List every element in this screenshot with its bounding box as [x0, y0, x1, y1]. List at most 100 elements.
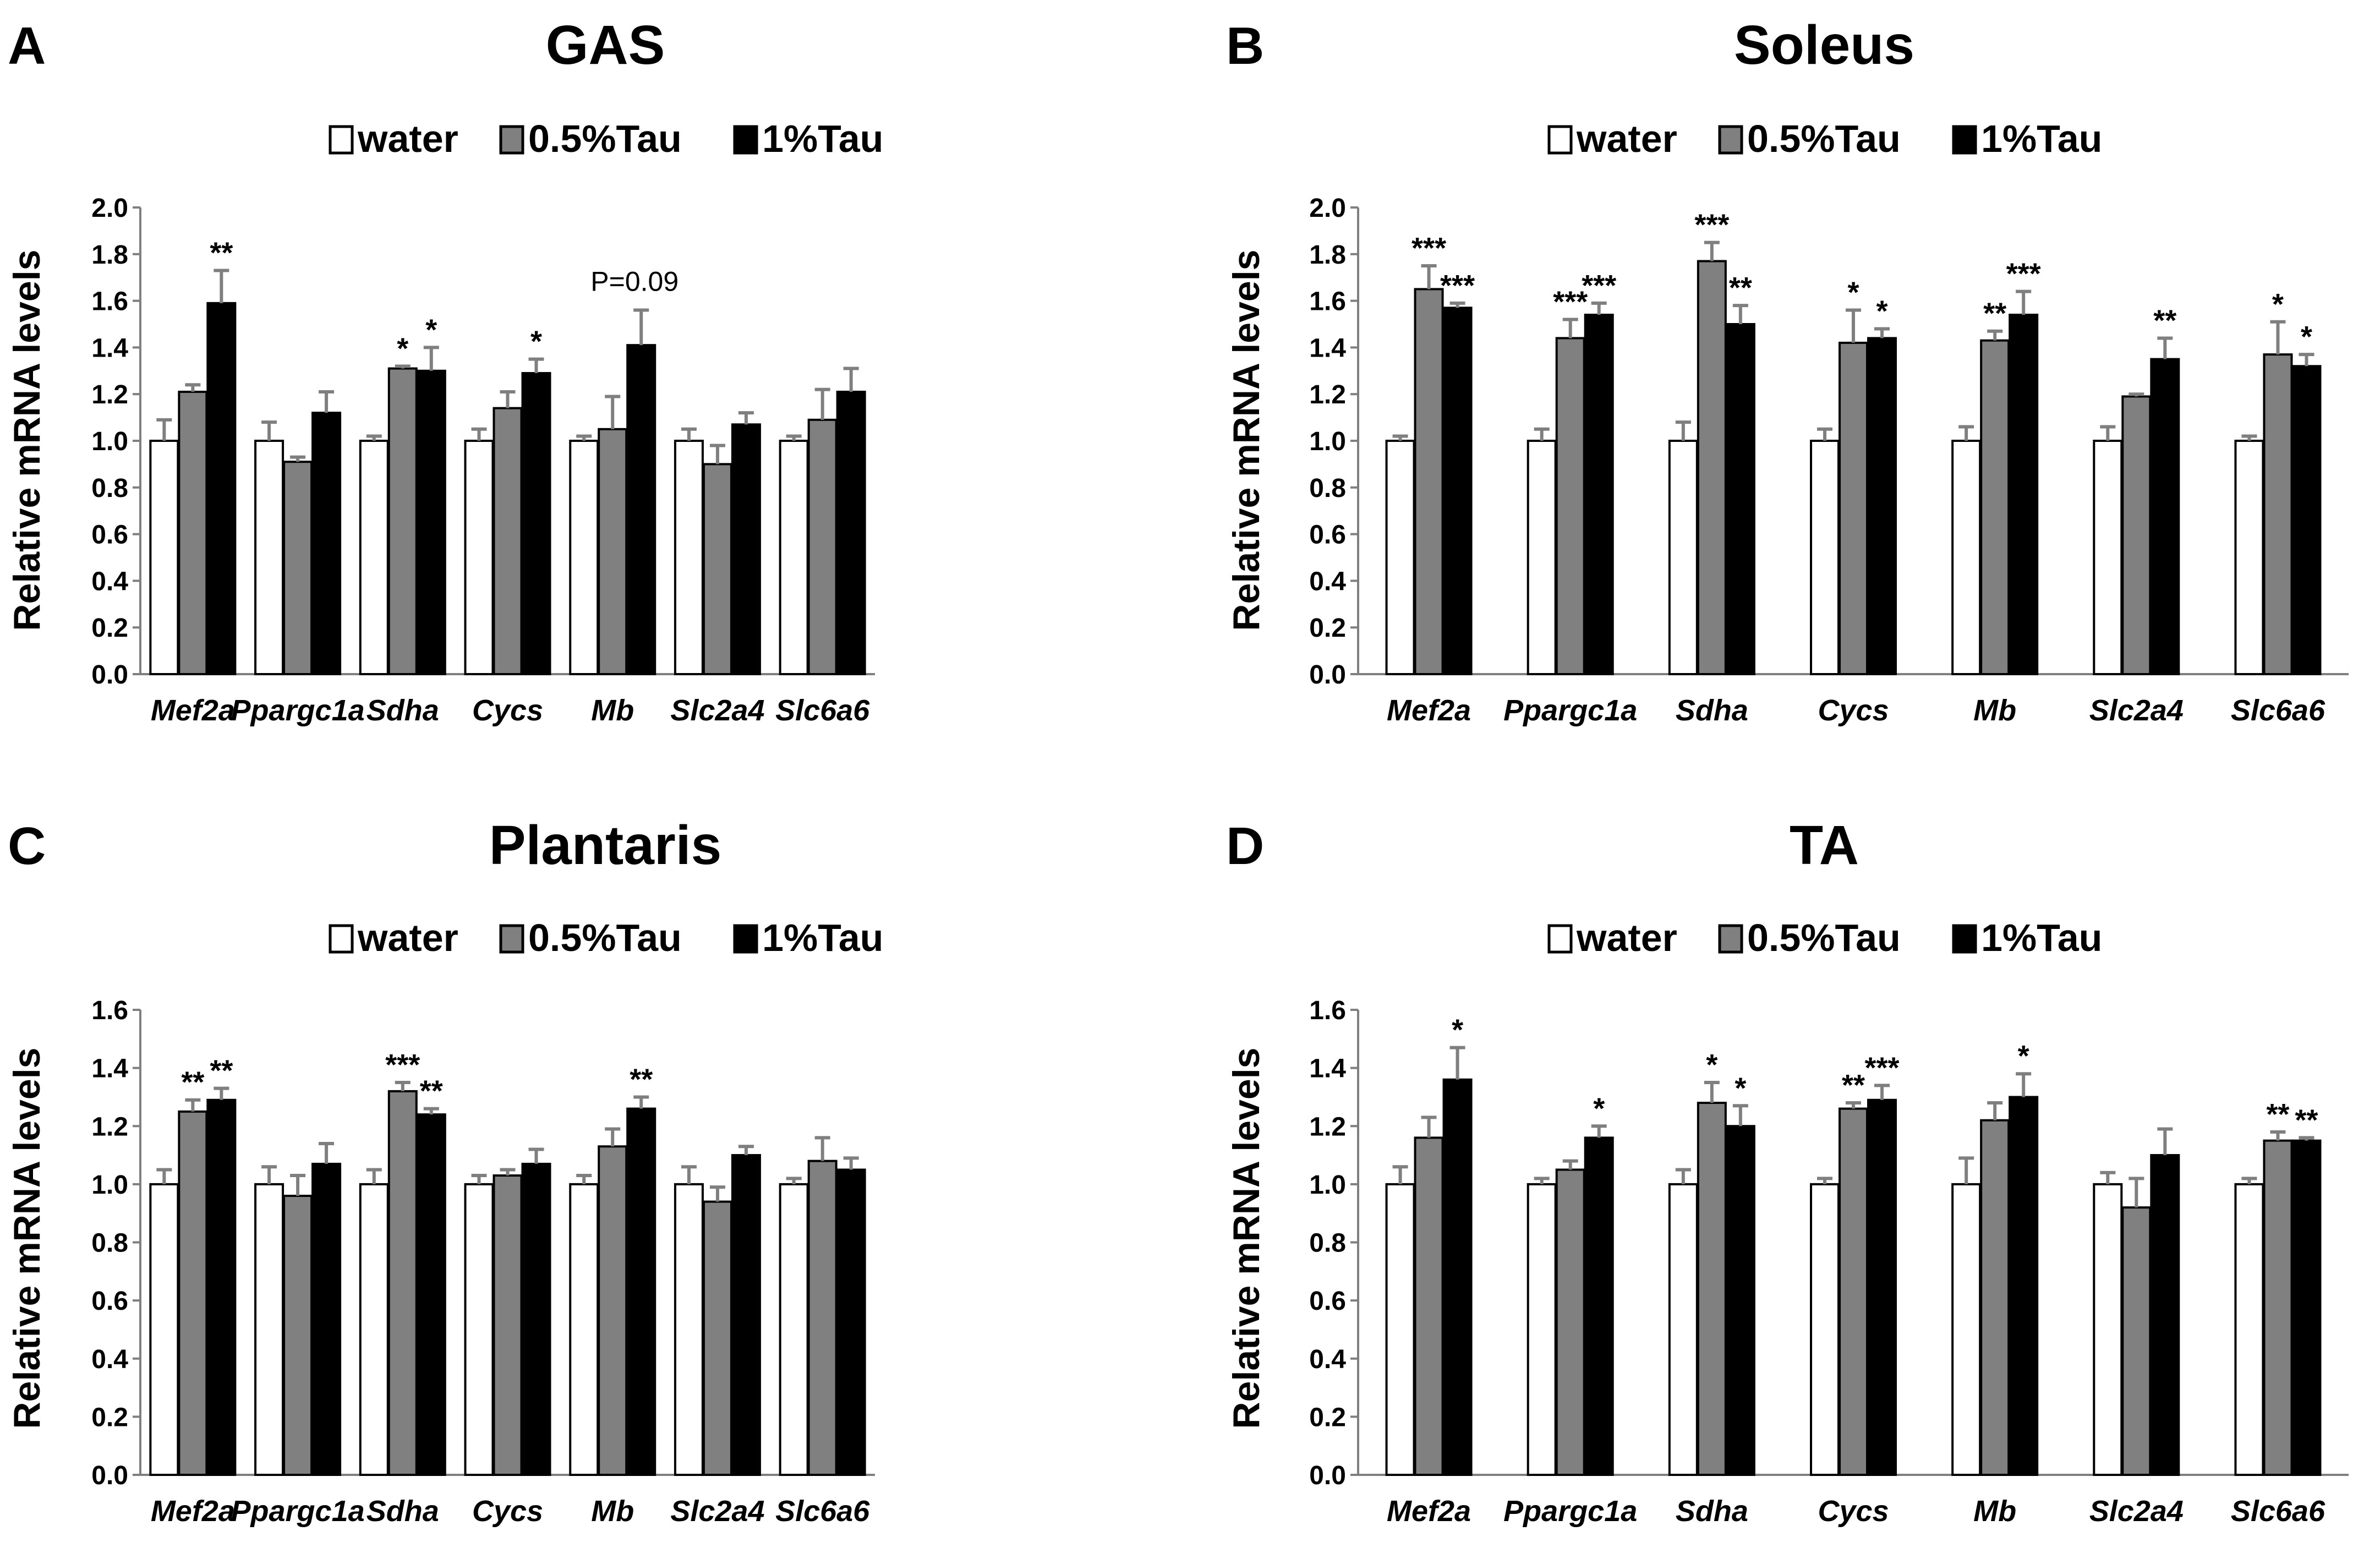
significance-label: ** [210, 236, 233, 269]
legend-label-tau05: 0.5%Tau [528, 916, 682, 959]
x-tick-label: Mb [1973, 694, 2016, 727]
x-tick-label: Mef2a [1387, 694, 1471, 727]
significance-label: * [1452, 1014, 1463, 1047]
significance-label: * [530, 325, 542, 358]
bar-water [569, 440, 599, 675]
bar-tau1 [206, 302, 237, 675]
legend-label-water: water [357, 916, 458, 959]
y-axis-label: Relative mRNA levels [1225, 1048, 1267, 1429]
y-axis-label: Relative mRNA levels [6, 1048, 48, 1429]
bar-water [1951, 440, 1982, 675]
bar-tau1 [416, 1113, 446, 1476]
bar-water [254, 440, 284, 675]
y-tick-label: 1.2 [91, 1112, 128, 1141]
bar-tau05 [1414, 288, 1444, 675]
bar-water [1668, 1183, 1698, 1476]
y-tick-label: 0.8 [91, 474, 128, 503]
legend-label-tau05: 0.5%Tau [1747, 916, 1901, 959]
significance-label: *** [1694, 209, 1729, 242]
bar-tau1 [2291, 365, 2322, 675]
bar-tau05 [387, 1090, 418, 1476]
legend-swatch-tau05 [499, 924, 524, 954]
bar-water [2234, 440, 2264, 675]
bar-tau05 [283, 461, 313, 675]
significance-label: * [1876, 294, 1887, 327]
bar-tau1 [2291, 1139, 2322, 1476]
bar-tau05 [1555, 1168, 1585, 1476]
bar-tau1 [2150, 1154, 2180, 1476]
significance-label: * [1847, 276, 1859, 309]
legend-swatch-water [329, 924, 354, 954]
bar-tau05 [807, 418, 838, 676]
bar-water [1951, 1183, 1982, 1476]
bar-tau05 [1697, 260, 1727, 675]
legend-swatch-water [329, 125, 354, 155]
panel-title: GAS [546, 14, 665, 76]
bar-tau05 [1839, 1107, 1868, 1476]
significance-label: ** [2266, 1098, 2289, 1131]
panel-letter: C [8, 817, 46, 876]
x-tick-label: Mb [591, 1495, 634, 1528]
y-tick-label: 1.0 [1309, 427, 1346, 456]
bar-tau05 [1414, 1136, 1444, 1476]
significance-label: *** [385, 1048, 420, 1081]
panel-letter: D [1226, 817, 1264, 876]
legend: water 0.5%Tau 1%Tau [329, 117, 883, 160]
significance-label: *** [1440, 269, 1475, 302]
x-tick-label: Slc2a4 [2089, 694, 2184, 727]
y-tick-label: 0.6 [91, 521, 128, 550]
legend-swatch-tau1 [733, 924, 758, 954]
y-tick-label: 0.0 [91, 1461, 128, 1490]
bar-water [674, 440, 704, 675]
y-tick-label: 0.0 [1309, 660, 1346, 690]
bar-tau05 [283, 1195, 313, 1476]
bar-water [254, 1183, 284, 1476]
y-tick-label: 0.6 [91, 1287, 128, 1316]
panel-b: B Soleus Relative mRNA levels water 0.5%… [1225, 14, 2349, 727]
bar-tau1 [626, 1107, 656, 1476]
bar-tau05 [1555, 337, 1585, 675]
significance-label: ** [1983, 297, 2006, 330]
bar-tau05 [702, 1200, 732, 1476]
legend-label-tau1: 1%Tau [762, 117, 883, 160]
significance-label: ** [1842, 1069, 1865, 1102]
legend-swatch-tau1 [1952, 924, 1977, 954]
bar-tau1 [2150, 358, 2180, 675]
y-tick-label: 0.2 [91, 1403, 128, 1432]
x-tick-label: Ppargc1a [1503, 1495, 1637, 1528]
bar-water [1527, 1183, 1557, 1476]
bar-tau05 [1839, 341, 1868, 675]
y-tick-label: 0.2 [1309, 1403, 1346, 1432]
y-tick-label: 1.6 [1309, 287, 1346, 316]
bar-tau1 [1442, 307, 1473, 675]
significance-label: *** [1411, 232, 1446, 265]
significance-label: ** [420, 1075, 443, 1108]
bar-tau1 [521, 372, 551, 675]
y-tick-label: 0.6 [1309, 521, 1346, 550]
bar-tau1 [731, 1154, 761, 1476]
legend: water 0.5%Tau 1%Tau [1547, 117, 2102, 160]
x-tick-label: Mef2a [1387, 1495, 1471, 1528]
bar-water [779, 1183, 809, 1476]
y-tick-label: 0.2 [1309, 614, 1346, 643]
bar-tau1 [311, 412, 342, 675]
significance-label: * [397, 332, 408, 365]
bar-water [149, 1183, 179, 1476]
x-tick-label: Cycs [1818, 694, 1889, 727]
x-tick-label: Slc2a4 [670, 694, 764, 727]
x-tick-label: Cycs [1818, 1495, 1889, 1528]
legend-swatch-water [1547, 125, 1573, 155]
bar-water [2093, 440, 2123, 675]
bar-water [569, 1183, 599, 1476]
x-tick-label: Sdha [1676, 694, 1748, 727]
legend-label-water: water [1576, 916, 1677, 959]
bar-tau05 [1697, 1102, 1727, 1476]
x-tick-label: Slc6a6 [2231, 1495, 2326, 1528]
y-tick-label: 0.0 [1309, 1461, 1346, 1490]
y-axis-label: Relative mRNA levels [6, 250, 48, 631]
legend-label-water: water [357, 117, 458, 160]
legend: water 0.5%Tau 1%Tau [329, 916, 883, 959]
legend-label-tau1: 1%Tau [762, 916, 883, 959]
panel-title: TA [1790, 814, 1859, 876]
y-tick-label: 1.2 [1309, 1112, 1346, 1141]
